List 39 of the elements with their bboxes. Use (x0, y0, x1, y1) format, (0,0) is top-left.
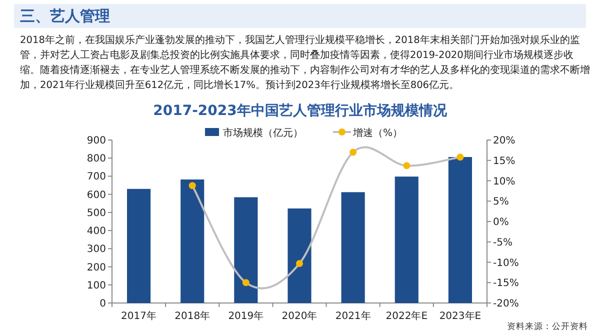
bar (448, 157, 472, 303)
bar (127, 188, 151, 303)
legend-label: 增速（%） (352, 127, 403, 139)
y2-tick-label: 20% (493, 136, 516, 146)
bar (341, 192, 365, 303)
y-tick-label: 800 (86, 154, 106, 165)
y2-tick-label: -20% (493, 298, 519, 310)
bar (288, 208, 312, 303)
y-tick-label: 400 (86, 226, 106, 238)
x-tick-label: 2019年 (228, 310, 264, 322)
bar (394, 176, 418, 303)
annotation: 资料来源：公开资料 (507, 322, 588, 332)
y2-tick-label: 15% (493, 156, 516, 167)
x-tick-label: 2022年E (386, 310, 428, 322)
bar (180, 179, 204, 303)
y-tick-label: 700 (86, 172, 106, 183)
title: 2017-2023年中国艺人管理行业市场规模情况 (153, 103, 447, 119)
y-tick-label: 100 (86, 280, 106, 292)
y2-tick-label: -5% (493, 237, 512, 248)
bar (234, 197, 258, 303)
y-tick-label: 500 (86, 208, 106, 219)
annotation: 2018年之前，在我国娱乐产业蓬勃发展的推动下，我国艺人管理行业规模平稳增长，2018年末相关部门开始加强对娱乐业的监管，并对艺人工资占电影及剧集总投资的比例实施具体要求，同时叠加疫情等因素，使得2019-2020期间行业市场规模逐步收缩。随着疫情逐渐褪去，在专业艺人管理系统不断发展的推动下，内容制作公司对有才华的艺人及多样化的变现渠道的需求不断增加，2021年行业规模回升至612亿元，同比增长17%。预计到2023年行业规模将增长至806亿元。 (20, 34, 590, 93)
y-tick-label: 600 (86, 190, 106, 201)
y-tick-label: 200 (86, 262, 106, 274)
y-tick-label: 0 (100, 298, 106, 310)
y2-tick-label: -15% (493, 278, 519, 290)
y2-tick-label: 5% (493, 196, 509, 208)
x-tick-label: 2018年 (174, 310, 210, 322)
y2-tick-label: -10% (493, 258, 519, 269)
x-tick-label: 2023年E (439, 310, 482, 322)
annotation: 三、艺人管理 (14, 4, 586, 28)
y2-tick-label: 0% (493, 217, 509, 228)
x-tick-label: 2021年 (335, 310, 371, 322)
y-tick-label: 300 (86, 244, 106, 256)
y2-tick-label: 10% (493, 176, 516, 188)
x-tick-label: 2020年 (282, 310, 318, 322)
y-tick-label: 900 (86, 136, 106, 146)
legend-label: 市场规模（亿元） (223, 127, 303, 139)
x-tick-label: 2017年 (121, 310, 157, 322)
